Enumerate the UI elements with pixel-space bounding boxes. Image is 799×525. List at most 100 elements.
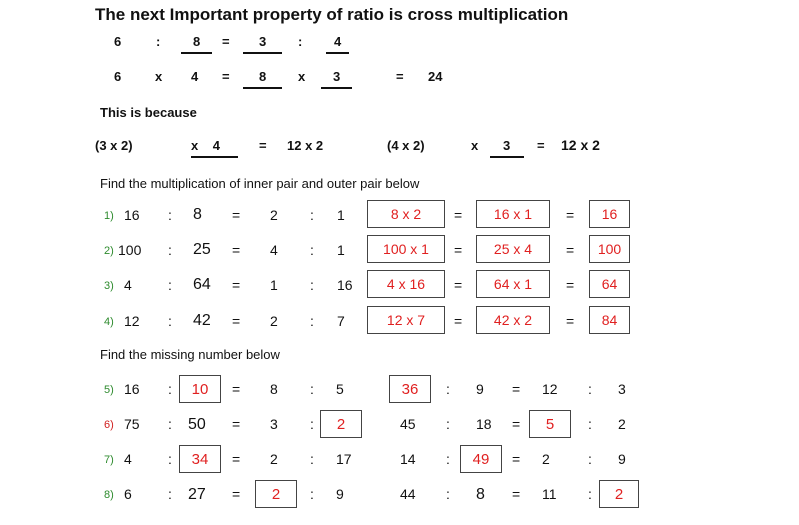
equals-sign: = [512, 416, 521, 432]
ratio-sep: : [310, 277, 314, 293]
example2-b: 4 [191, 69, 199, 84]
example2-eq1: = [222, 69, 230, 84]
term-h: 12 [542, 381, 558, 397]
term-c: 2 [270, 207, 278, 223]
example1-c: 3 [243, 35, 283, 54]
explain-op1: x 4 [191, 139, 238, 158]
row-number: 7) [104, 454, 114, 466]
ratio-sep: : [310, 207, 314, 223]
row-number: 8) [104, 489, 114, 501]
equals-sign: = [566, 242, 575, 258]
term-b: 8 [193, 206, 202, 223]
ratio-sep: : [168, 486, 172, 502]
missing-answer-box: 49 [460, 445, 502, 473]
term-b: 27 [188, 486, 206, 503]
term-c: 3 [270, 416, 278, 432]
term-i: 2 [618, 416, 626, 432]
term-c: 1 [270, 277, 278, 293]
term-a: 4 [124, 451, 132, 467]
row-number: 1) [104, 210, 114, 222]
example1-eq: = [222, 34, 230, 49]
equals-sign: = [512, 451, 521, 467]
term-c: 8 [270, 381, 278, 397]
equals-sign: = [512, 381, 521, 397]
term-d: 9 [336, 486, 344, 502]
term-c: 2 [270, 313, 278, 329]
equals-sign: = [232, 277, 241, 293]
term-h: 2 [542, 451, 550, 467]
missing-answer-box: 34 [179, 445, 221, 473]
term-c: 4 [270, 242, 278, 258]
example2-op1: x [155, 69, 163, 84]
explain-v1: 4 [212, 138, 220, 153]
example2-c: 8 [243, 70, 283, 89]
explain-mid: (4 x 2) [387, 138, 425, 153]
equals-sign: = [232, 313, 241, 329]
explain-r2: 12 x 2 [561, 137, 600, 153]
missing-answer-box: 10 [179, 375, 221, 403]
example1-sep2: : [298, 34, 303, 49]
example2-eq2: = [396, 69, 404, 84]
term-a: 16 [124, 207, 140, 223]
term-d: 7 [337, 313, 345, 329]
row-number: 3) [104, 280, 114, 292]
equals-sign: = [232, 486, 241, 502]
answer-box-outer: 25 x 4 [476, 235, 550, 263]
term-a: 16 [124, 381, 140, 397]
equals-sign: = [566, 313, 575, 329]
ratio-sep: : [446, 486, 450, 502]
ratio-sep: : [310, 416, 314, 432]
example1-sep1: : [156, 34, 161, 49]
equals-sign: = [232, 242, 241, 258]
term-d: 1 [337, 242, 345, 258]
term-b: 42 [193, 312, 211, 329]
term-i: 9 [618, 451, 626, 467]
section2-heading: Find the missing number below [100, 347, 280, 362]
ratio-sep: : [310, 451, 314, 467]
because-label: This is because [100, 105, 197, 120]
missing-answer-box: 2 [255, 480, 297, 508]
explain-op2: x [471, 138, 479, 153]
ratio-sep: : [588, 486, 592, 502]
term-a: 100 [118, 242, 142, 258]
term-d: 5 [336, 381, 344, 397]
term-a: 12 [124, 313, 140, 329]
section1-heading: Find the multiplication of inner pair an… [100, 176, 420, 191]
equals-sign: = [454, 277, 463, 293]
explain-left: (3 x 2) [95, 138, 133, 153]
missing-answer-box: 2 [599, 480, 639, 508]
term-b: 64 [193, 276, 211, 293]
row-number: 4) [104, 316, 114, 328]
explain-v2: 3 [490, 139, 525, 158]
equals-sign: = [232, 451, 241, 467]
term-a: 75 [124, 416, 140, 432]
ratio-sep: : [168, 207, 172, 223]
answer-box-inner: 4 x 16 [367, 270, 445, 298]
answer-box-outer: 16 x 1 [476, 200, 550, 228]
term-c: 2 [270, 451, 278, 467]
row-number: 5) [104, 384, 114, 396]
term-b: 25 [193, 241, 211, 258]
term-f: 14 [400, 451, 416, 467]
page-title: The next Important property of ratio is … [95, 5, 569, 24]
ratio-sep: : [168, 277, 172, 293]
example2-d: 3 [321, 70, 353, 89]
term-a: 4 [124, 277, 132, 293]
term-f: 44 [400, 486, 416, 502]
row-number: 6) [104, 419, 114, 431]
example1-a: 6 [114, 34, 122, 49]
term-a: 6 [124, 486, 132, 502]
answer-box-product: 100 [589, 235, 630, 263]
term-d: 17 [336, 451, 352, 467]
example1-d: 4 [326, 35, 350, 54]
ratio-sep: : [446, 381, 450, 397]
ratio-sep: : [168, 242, 172, 258]
missing-answer-box: 36 [389, 375, 431, 403]
equals-sign: = [566, 277, 575, 293]
ratio-sep: : [168, 416, 172, 432]
equals-sign: = [232, 207, 241, 223]
ratio-sep: : [310, 486, 314, 502]
ratio-sep: : [446, 416, 450, 432]
answer-box-outer: 64 x 1 [476, 270, 550, 298]
explain-eq1: = [259, 138, 267, 153]
